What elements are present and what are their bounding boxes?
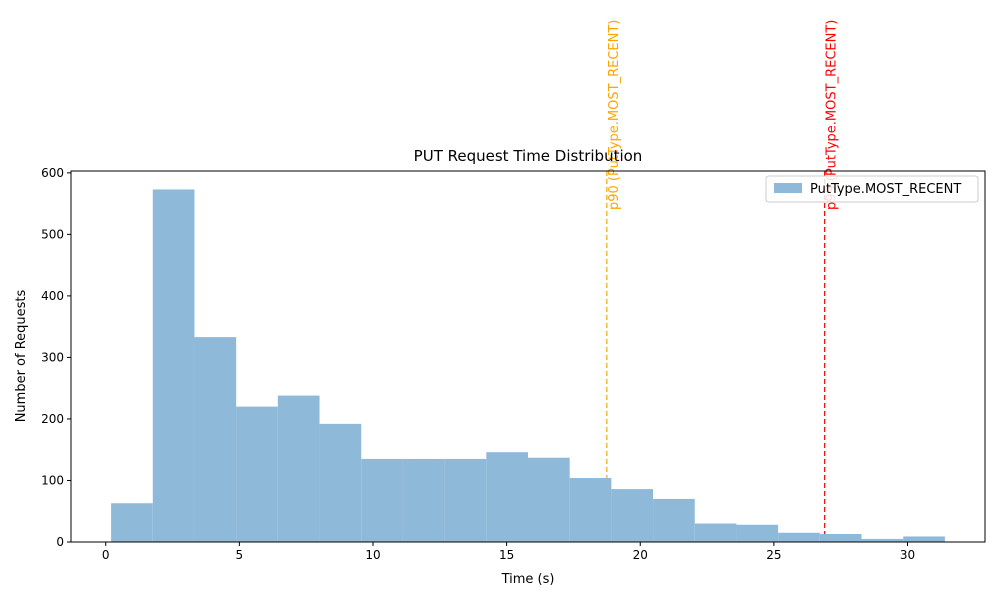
- histogram-bar: [361, 458, 403, 542]
- x-tick-label: 0: [102, 548, 110, 562]
- y-axis: 0 100 200 300 400 500 600: [41, 166, 71, 549]
- legend: PutType.MOST_RECENT: [765, 175, 979, 203]
- histogram-bar: [194, 337, 237, 542]
- x-axis-label: Time (s): [501, 572, 555, 587]
- y-tick-label: 200: [41, 412, 64, 426]
- percentile-label: p90 (PutType.MOST_RECENT): [607, 20, 622, 210]
- histogram-bar: [152, 189, 195, 542]
- y-tick-label: 0: [56, 535, 64, 549]
- histogram-bar: [444, 458, 487, 542]
- histogram-bar: [903, 536, 945, 542]
- histogram-bar: [861, 538, 904, 542]
- y-tick-label: 500: [41, 227, 64, 241]
- legend-swatch: [774, 183, 802, 193]
- x-tick-label: 25: [766, 548, 781, 562]
- histogram-bar: [569, 478, 612, 542]
- legend-label: PutType.MOST_RECENT: [810, 182, 961, 197]
- histogram-bar: [736, 524, 779, 542]
- histogram-bar: [236, 406, 278, 542]
- x-tick-label: 5: [236, 548, 244, 562]
- histogram-bar: [653, 498, 695, 542]
- histogram-bar: [528, 457, 570, 542]
- chart-title: PUT Request Time Distribution: [414, 147, 643, 165]
- bars-layer: [111, 189, 945, 542]
- histogram-bar: [819, 534, 862, 542]
- x-tick-label: 30: [900, 548, 915, 562]
- histogram-bar: [611, 489, 654, 542]
- histogram-bar: [778, 532, 820, 542]
- plot-frame: [70, 170, 986, 543]
- x-tick-label: 10: [365, 548, 380, 562]
- y-axis-label: Number of Requests: [14, 289, 29, 422]
- y-tick-label: 300: [41, 350, 64, 364]
- histogram-bar: [111, 503, 153, 542]
- x-axis: 0 5 10 15 20 25 30: [102, 542, 915, 562]
- y-tick-label: 400: [41, 289, 64, 303]
- histogram-bar: [402, 458, 445, 542]
- histogram-bar: [694, 523, 737, 542]
- x-tick-label: 20: [633, 548, 648, 562]
- legend-box: [765, 175, 979, 203]
- x-tick-label: 15: [499, 548, 514, 562]
- histogram-bar: [319, 423, 362, 542]
- histogram-bar: [486, 452, 528, 542]
- histogram-bar: [277, 395, 320, 542]
- percentile-label: p99 (PutType.MOST_RECENT): [825, 20, 840, 210]
- y-tick-label: 100: [41, 473, 64, 487]
- annotations-layer: p90 (PutType.MOST_RECENT) p99 (PutType.MO…: [606, 20, 840, 542]
- y-tick-label: 600: [41, 166, 64, 180]
